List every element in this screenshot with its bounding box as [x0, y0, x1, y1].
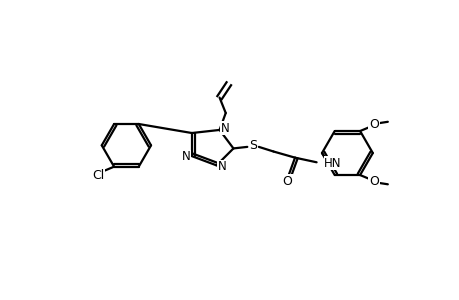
Text: O: O — [282, 175, 291, 188]
Text: S: S — [249, 139, 257, 152]
Text: Cl: Cl — [92, 169, 105, 182]
Text: HN: HN — [324, 157, 341, 169]
Text: N: N — [220, 122, 229, 135]
Text: O: O — [368, 175, 378, 188]
Text: N: N — [217, 160, 226, 173]
Text: O: O — [368, 118, 378, 131]
Text: N: N — [182, 150, 190, 164]
